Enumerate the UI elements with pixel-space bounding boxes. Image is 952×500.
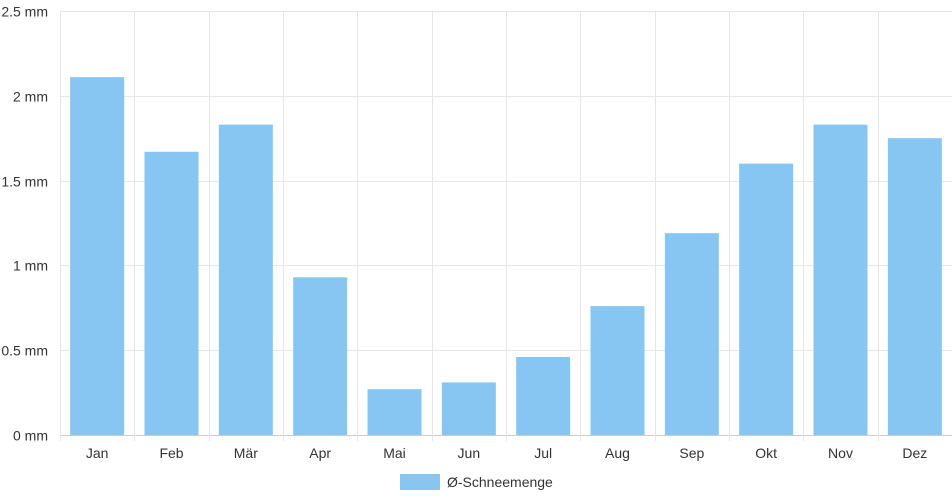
legend[interactable]: Ø-Schneemenge [400,474,553,490]
x-tick-label: Jun [458,445,481,461]
y-tick-label: 2 mm [13,89,48,105]
bar-nov[interactable] [813,124,868,435]
legend-swatch[interactable] [400,474,440,490]
x-tick-label: Feb [159,445,183,461]
bar-mai[interactable] [367,389,422,435]
x-tick-label: Sep [679,445,704,461]
y-tick-label: 0.5 mm [1,343,48,359]
bars [70,77,942,436]
x-tick-label: Jan [86,445,109,461]
legend-label[interactable]: Ø-Schneemenge [447,474,553,490]
grid-lines [60,11,952,441]
bar-jun[interactable] [441,382,496,435]
x-tick-label: Apr [309,445,331,461]
bar-jul[interactable] [516,356,571,435]
x-tick-label: Dez [902,445,927,461]
x-axis-ticks: Jan Feb Mär Apr Mai Jun Jul Aug Sep Okt Nov Dez [86,445,927,461]
x-tick-label: Okt [755,445,777,461]
y-axis-ticks: 0 mm 0.5 mm 1 mm 1.5 mm 2 mm 2.5 mm [1,4,48,444]
bar-okt[interactable] [739,163,794,435]
x-tick-label: Nov [828,445,853,461]
bar-dez[interactable] [887,138,942,435]
bar-sep[interactable] [664,233,719,435]
bar-jan[interactable] [70,77,125,436]
x-tick-label: Jul [534,445,552,461]
x-tick-label: Mär [234,445,258,461]
y-tick-label: 1 mm [13,258,48,274]
bar-aug[interactable] [590,306,645,435]
y-tick-label: 0 mm [13,428,48,444]
bar-feb[interactable] [144,151,199,435]
bar-mär[interactable] [218,124,273,435]
y-tick-label: 2.5 mm [1,4,48,20]
y-tick-label: 1.5 mm [1,174,48,190]
x-tick-label: Mai [383,445,406,461]
bar-apr[interactable] [293,277,348,435]
x-tick-label: Aug [605,445,630,461]
